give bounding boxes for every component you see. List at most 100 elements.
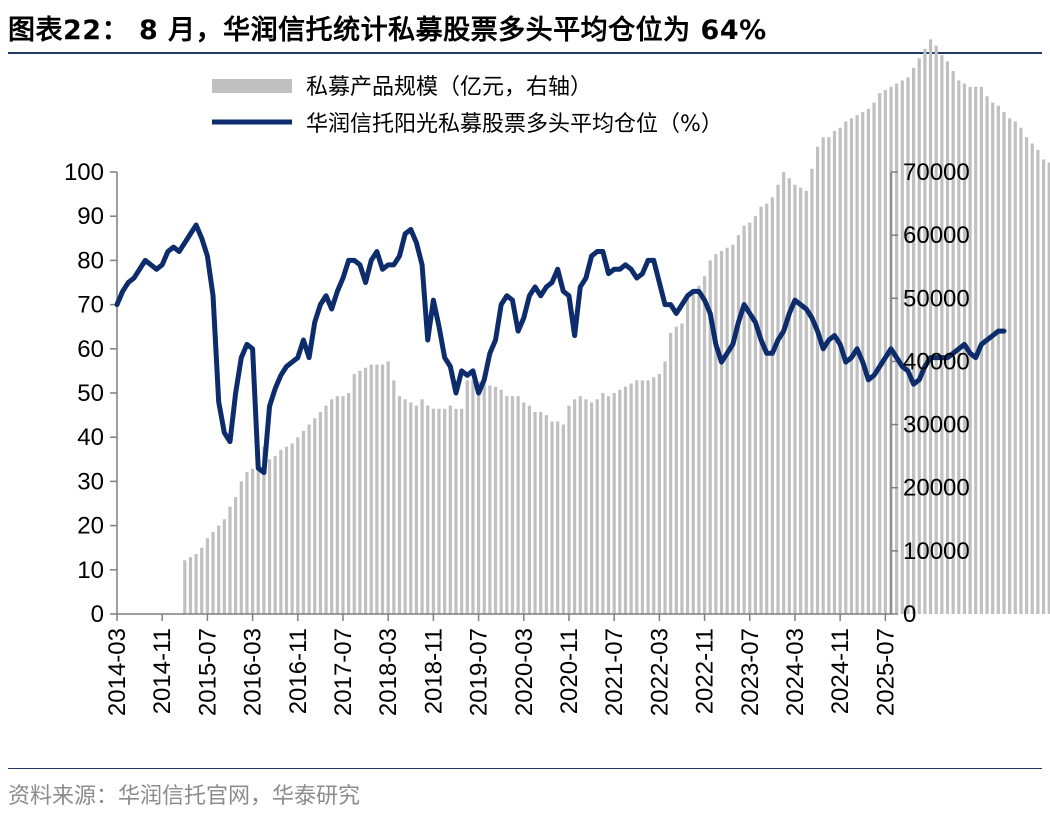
- bar: [352, 374, 356, 614]
- right-tick-label: 50000: [903, 285, 970, 312]
- bar: [606, 396, 611, 614]
- bar: [460, 408, 464, 614]
- bar: [318, 411, 322, 614]
- bar: [691, 291, 695, 614]
- bar: [205, 538, 209, 614]
- bar: [369, 364, 373, 614]
- bar: [719, 250, 724, 614]
- bar: [646, 380, 650, 614]
- bar: [589, 402, 594, 614]
- bar: [573, 399, 577, 614]
- bar: [702, 276, 707, 614]
- left-tick-label: 90: [77, 203, 104, 230]
- x-tick-label: 2019-07: [466, 628, 493, 716]
- bar: [618, 389, 622, 614]
- bar: [330, 399, 334, 614]
- footer-divider: [8, 768, 1042, 769]
- bar: [782, 172, 786, 614]
- bar: [409, 402, 413, 614]
- bar: [284, 446, 289, 614]
- bar: [510, 396, 515, 614]
- bar: [505, 396, 509, 614]
- bar: [533, 411, 537, 614]
- bar: [674, 326, 678, 614]
- bar: [697, 285, 701, 614]
- bar: [420, 399, 424, 614]
- bar: [194, 554, 198, 614]
- right-tick-label: 40000: [903, 348, 970, 375]
- bar: [341, 396, 345, 614]
- bar: [313, 418, 317, 614]
- bar: [431, 408, 435, 614]
- bar: [335, 396, 339, 614]
- bar: [1030, 143, 1034, 614]
- legend-label-bar: 私募产品规模（亿元，右轴）: [306, 75, 592, 100]
- right-tick-label: 10000: [903, 538, 970, 565]
- bar: [414, 405, 419, 614]
- bar: [686, 298, 690, 614]
- bar: [669, 333, 673, 614]
- bar: [522, 402, 526, 614]
- x-tick-label: 2018-11: [420, 628, 447, 714]
- bar: [234, 497, 238, 614]
- bar: [827, 137, 831, 614]
- bar: [776, 184, 780, 614]
- bar: [499, 389, 503, 614]
- right-tick-label: 20000: [903, 475, 970, 502]
- x-tick-label: 2014-03: [104, 628, 131, 716]
- bar: [217, 525, 221, 614]
- bar: [895, 83, 899, 615]
- legend-label-line: 华润信托阳光私募股票多头平均仓位（%）: [306, 112, 723, 137]
- bar: [595, 399, 599, 614]
- bar: [974, 86, 978, 614]
- x-tick-label: 2020-11: [556, 628, 583, 714]
- bar: [527, 405, 532, 614]
- bar: [985, 96, 989, 615]
- x-tick-label: 2021-07: [601, 628, 628, 716]
- bar: [256, 462, 260, 614]
- bar: [1008, 118, 1012, 614]
- bar: [296, 437, 300, 614]
- left-tick-label: 30: [77, 468, 104, 495]
- bar: [652, 377, 656, 614]
- bar: [550, 421, 554, 614]
- left-tick-label: 70: [77, 292, 104, 319]
- x-tick-label: 2024-11: [827, 628, 854, 714]
- source-note: 资料来源：华润信托官网，华泰研究: [8, 784, 361, 809]
- bar: [358, 370, 362, 614]
- left-tick-label: 100: [64, 159, 104, 186]
- bar: [454, 408, 458, 614]
- bar: [386, 361, 390, 614]
- bar: [403, 399, 407, 614]
- bar: [443, 408, 447, 614]
- bar: [544, 415, 548, 614]
- bar: [380, 364, 385, 614]
- bar: [742, 225, 746, 615]
- left-tick-label: 60: [77, 336, 104, 363]
- bar: [250, 468, 255, 614]
- right-tick-label: 60000: [903, 222, 970, 249]
- bar: [375, 364, 379, 614]
- bar: [940, 55, 944, 614]
- bar: [601, 393, 605, 614]
- bar: [307, 424, 311, 614]
- right-axis-tick-labels: 0 10000 20000 30000 40000 50000 60000 70000: [903, 159, 970, 628]
- bar: [663, 361, 667, 614]
- bar: [578, 396, 582, 614]
- bar: [301, 430, 306, 614]
- bar: [708, 260, 712, 614]
- bar: [680, 323, 684, 614]
- bar: [476, 381, 481, 614]
- bar: [844, 121, 848, 615]
- bar: [290, 443, 294, 614]
- left-tick-label: 50: [77, 380, 104, 407]
- bar: [1013, 121, 1017, 615]
- bar: [996, 105, 1000, 614]
- bar: [1024, 137, 1029, 614]
- bar: [815, 146, 820, 615]
- bar: [1041, 159, 1046, 614]
- bar: [363, 367, 368, 614]
- bar: [714, 254, 718, 614]
- bar: [770, 197, 774, 614]
- bar: [731, 244, 735, 615]
